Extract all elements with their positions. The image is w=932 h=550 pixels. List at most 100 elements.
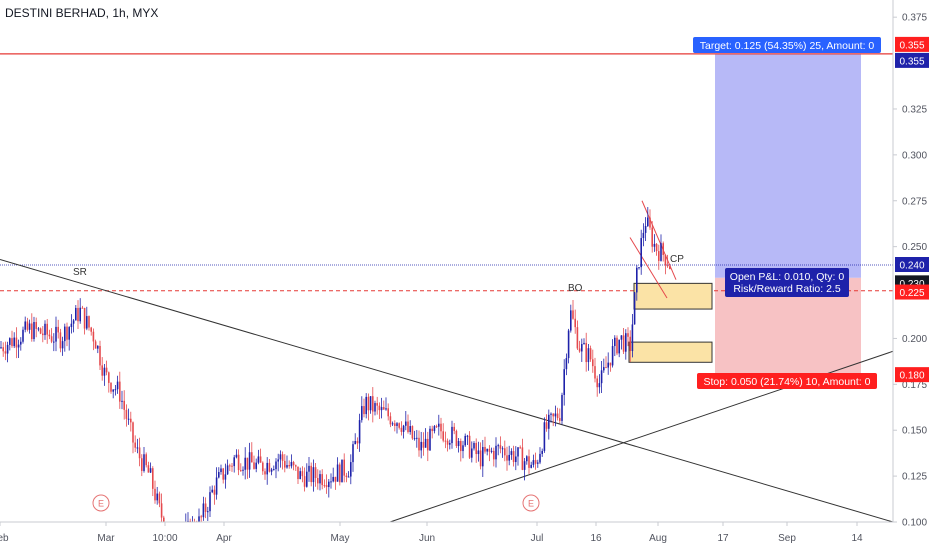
event-marker-label: E (98, 499, 104, 509)
candle-body (330, 481, 332, 483)
price-badge (895, 257, 929, 272)
candle-body (664, 254, 667, 266)
candle-body (277, 459, 279, 462)
candle-body (42, 333, 44, 336)
candle-body (660, 243, 662, 261)
candle-body (108, 372, 110, 383)
candle-body (523, 461, 526, 470)
candle-body (37, 328, 40, 330)
candle-body (636, 267, 638, 293)
candle-body (356, 441, 359, 444)
candle-body (336, 464, 339, 482)
candle-body (253, 462, 255, 469)
candle-body (539, 453, 541, 463)
candle-body (609, 362, 612, 366)
time-tick-label: Mar (97, 533, 115, 544)
candle-body (550, 413, 552, 415)
time-tick-label: Jun (419, 533, 435, 544)
candle-body (402, 425, 405, 432)
candle-body (343, 459, 345, 476)
candle-body (655, 243, 658, 252)
candle-body (603, 367, 605, 371)
candle-body (352, 444, 354, 463)
candle-body (154, 488, 156, 501)
candle-body (477, 450, 480, 455)
price-tick-label: 0.375 (902, 13, 927, 24)
candle-body (20, 341, 22, 345)
candle-body (66, 326, 68, 340)
candle-body (620, 335, 623, 340)
candle-body (158, 493, 161, 504)
candle-body (649, 217, 651, 228)
price-tick-label: 0.275 (902, 196, 927, 207)
candle-body (233, 457, 235, 467)
candle-body (561, 394, 563, 421)
pnl-label-text: Risk/Reward Ratio: 2.5 (733, 283, 841, 295)
price-axis[interactable]: 0.375 0.325 0.300 0.275 0.250 0.200 0.175 0.150… (892, 0, 932, 550)
candle-body (301, 471, 304, 477)
candle-body (31, 323, 33, 340)
candle-body (631, 324, 634, 351)
candle-body (482, 446, 484, 467)
candle-body (235, 454, 238, 458)
candle-body (160, 503, 163, 518)
candle-body (376, 403, 378, 406)
candle-body (290, 462, 293, 467)
candle-body (495, 445, 497, 460)
candle-body (378, 405, 381, 411)
target-zone (715, 53, 861, 278)
candle-body (79, 307, 81, 322)
candle-body (53, 341, 55, 343)
candle-body (464, 435, 466, 446)
candle-body (143, 454, 145, 471)
candle-body (422, 441, 425, 448)
candle-body (398, 423, 400, 428)
candle-body (372, 396, 374, 412)
candle-body (512, 451, 515, 463)
candle-body (380, 407, 383, 411)
candle-body (114, 389, 117, 391)
candle-body (488, 448, 491, 452)
candle-body (418, 437, 420, 451)
candle-body (0, 347, 2, 349)
candle-body (583, 342, 585, 345)
price-badge (895, 52, 929, 68)
candle-body (35, 322, 37, 329)
candle-body (345, 475, 348, 477)
candle-body (138, 447, 141, 459)
candle-body (587, 348, 590, 363)
candle-body (121, 400, 123, 402)
candle-body (431, 428, 433, 432)
candle-body (97, 345, 99, 349)
candle-body (303, 476, 306, 487)
candle-body (510, 451, 513, 455)
candle-body (251, 452, 253, 463)
candle-body (585, 342, 587, 363)
candle-body (92, 331, 95, 342)
candle-body (226, 465, 229, 475)
candle-body (449, 443, 451, 445)
time-axis[interactable]: Feb Mar 10:00 Apr May Jun Jul 16 Aug 17 Sep 14 (0, 521, 893, 550)
plot-area[interactable] (0, 53, 894, 550)
pnl-label-text: Open P&L: 0.010, Qty: 0 (730, 271, 845, 283)
candle-body (596, 378, 598, 388)
candle-body (48, 334, 51, 337)
price-tick-label: 0.100 (902, 518, 927, 529)
candle-body (248, 452, 251, 470)
price-badge-label: 0.230 (899, 279, 924, 290)
candle-body (391, 423, 394, 425)
candle-body (46, 323, 48, 335)
candle-body (446, 440, 449, 445)
candle-body (218, 472, 220, 478)
candle-body (255, 462, 257, 469)
pnl-label-box (725, 268, 849, 297)
candle-body (361, 406, 363, 421)
candle-body (125, 409, 128, 419)
candle-body (462, 445, 464, 452)
candle-body (383, 407, 385, 410)
candle-body (222, 468, 224, 480)
candle-body (77, 307, 79, 322)
candle-body (350, 462, 352, 477)
time-tick-label: Apr (216, 533, 232, 544)
